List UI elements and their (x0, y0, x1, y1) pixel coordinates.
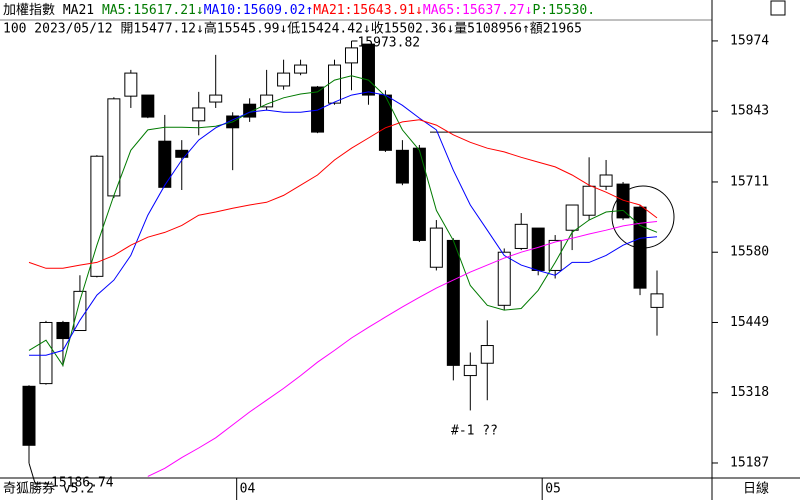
candle-body (39, 321, 53, 385)
info-line: 100 2023/05/12 開15477.12↓高15545.99↓低1542… (3, 21, 582, 37)
ma-line (29, 91, 658, 356)
candle-body (531, 227, 545, 271)
y-tick-label: 15449 (730, 315, 769, 330)
candle-body (141, 94, 155, 118)
candle-body (107, 98, 121, 197)
annotation: #-1 ?? (451, 424, 498, 439)
legend-entry: MA10:15609.02↑ (204, 3, 314, 18)
candle-body (277, 72, 291, 87)
candle-body (565, 204, 579, 231)
candle-body (582, 185, 596, 216)
candle-body (599, 174, 613, 187)
candle-body (378, 94, 392, 151)
candle-body (73, 290, 87, 332)
y-tick-label: 15974 (730, 33, 769, 48)
candle-body (514, 223, 528, 249)
ma-line (28, 119, 658, 269)
x-tick-label: 05 (545, 482, 561, 497)
candle-body (328, 64, 342, 104)
candle-body (294, 64, 308, 74)
candle-body (463, 364, 477, 377)
chart-title: 加權指數 MA21 (3, 3, 94, 18)
y-tick-label: 15318 (730, 385, 769, 400)
legend-entry: MA65:15637.27↓ (423, 3, 533, 18)
candle-body (497, 251, 511, 306)
footer-left: 奇狐勝券 v5.2 (3, 481, 94, 497)
candle-body (192, 107, 206, 122)
window-button[interactable] (770, 0, 786, 16)
ma-line (28, 75, 658, 367)
candle-body (548, 239, 562, 271)
candle-body (633, 206, 647, 289)
footer-right: 日線 (743, 481, 769, 497)
candle-body (650, 293, 664, 308)
legend-entry: MA5:15617.21↓ (102, 3, 204, 18)
y-tick-label: 15187 (730, 455, 769, 470)
candle-body (90, 155, 104, 277)
annotation-leader (28, 462, 49, 484)
annotation: 15973.82 (357, 36, 420, 51)
legend-entry: MA21:15643.91↓ (313, 3, 423, 18)
candle-body (480, 345, 494, 364)
candle-body (616, 183, 630, 219)
candle-body (158, 140, 172, 188)
ma-line (147, 221, 658, 477)
candle-body (175, 149, 189, 158)
candle-body (260, 94, 274, 108)
candle-body (429, 227, 443, 268)
candle-body (124, 72, 138, 97)
candle-body (22, 385, 36, 446)
header-legend: 加權指數 MA21 MA5:15617.21↓MA10:15609.02↑MA2… (3, 3, 595, 18)
candle-body (446, 239, 460, 366)
y-tick-label: 15711 (730, 174, 769, 189)
y-tick-label: 15580 (730, 245, 769, 260)
annotation: 15186.74 (51, 476, 114, 491)
x-tick-label: 04 (240, 482, 256, 497)
candle-body (395, 149, 409, 184)
candle-body (209, 94, 223, 103)
candle-body (412, 147, 426, 241)
price-tag: P:15530. (532, 3, 595, 18)
candle-body (361, 43, 375, 96)
candle-body (56, 321, 70, 340)
y-tick-label: 15843 (730, 104, 769, 119)
candle-body (344, 47, 358, 64)
